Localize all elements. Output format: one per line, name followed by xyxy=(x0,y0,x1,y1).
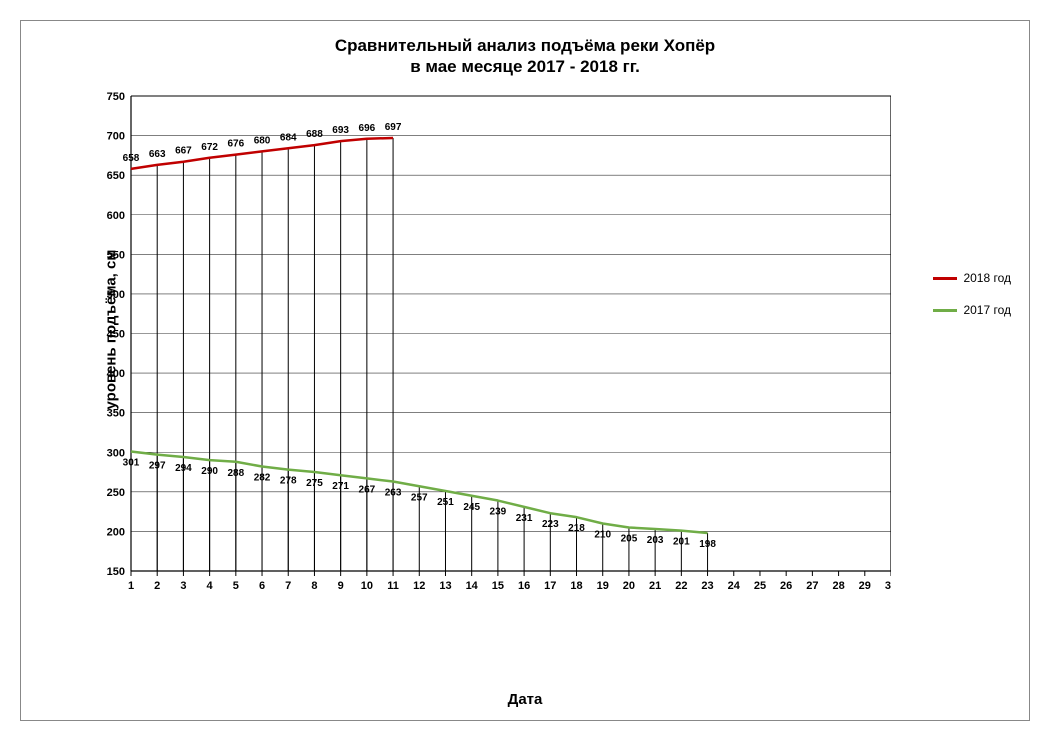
svg-text:672: 672 xyxy=(201,142,218,153)
svg-text:297: 297 xyxy=(149,461,166,472)
svg-text:650: 650 xyxy=(107,170,125,182)
svg-text:150: 150 xyxy=(107,566,125,578)
svg-text:11: 11 xyxy=(387,580,399,592)
svg-text:26: 26 xyxy=(780,580,792,592)
svg-text:28: 28 xyxy=(832,580,844,592)
svg-text:12: 12 xyxy=(413,580,425,592)
chart-title-line2: в мае месяце 2017 - 2018 гг. xyxy=(21,56,1029,77)
svg-text:218: 218 xyxy=(568,523,585,534)
svg-text:16: 16 xyxy=(518,580,530,592)
svg-text:18: 18 xyxy=(570,580,582,592)
svg-text:203: 203 xyxy=(647,535,664,546)
svg-text:210: 210 xyxy=(594,530,611,541)
svg-text:205: 205 xyxy=(621,533,638,544)
svg-text:17: 17 xyxy=(544,580,556,592)
svg-text:3: 3 xyxy=(180,580,186,592)
legend-item: 2018 год xyxy=(933,271,1011,285)
page: Сравнительный анализ подъёма реки Хопёр … xyxy=(0,0,1050,741)
svg-text:267: 267 xyxy=(359,484,376,495)
svg-text:275: 275 xyxy=(306,478,323,489)
legend-swatch xyxy=(933,309,957,312)
svg-text:239: 239 xyxy=(490,507,507,518)
svg-text:2: 2 xyxy=(154,580,160,592)
svg-text:600: 600 xyxy=(107,210,125,222)
svg-text:245: 245 xyxy=(463,502,480,513)
svg-text:693: 693 xyxy=(332,125,349,136)
legend-label: 2017 год xyxy=(963,303,1011,317)
svg-text:8: 8 xyxy=(311,580,317,592)
svg-text:6: 6 xyxy=(259,580,265,592)
svg-text:4: 4 xyxy=(207,580,214,592)
svg-text:23: 23 xyxy=(701,580,713,592)
svg-text:667: 667 xyxy=(175,146,192,157)
svg-text:290: 290 xyxy=(201,466,218,477)
svg-text:201: 201 xyxy=(673,537,690,548)
svg-text:301: 301 xyxy=(123,457,140,468)
legend-item: 2017 год xyxy=(933,303,1011,317)
svg-text:27: 27 xyxy=(806,580,818,592)
svg-text:750: 750 xyxy=(107,91,125,103)
svg-text:294: 294 xyxy=(175,463,192,474)
svg-text:25: 25 xyxy=(754,580,766,592)
svg-text:14: 14 xyxy=(466,580,479,592)
svg-text:288: 288 xyxy=(227,468,244,479)
chart-title: Сравнительный анализ подъёма реки Хопёр … xyxy=(21,35,1029,78)
svg-text:5: 5 xyxy=(233,580,239,592)
svg-text:22: 22 xyxy=(675,580,687,592)
svg-text:263: 263 xyxy=(385,488,402,499)
svg-text:257: 257 xyxy=(411,492,428,503)
svg-text:251: 251 xyxy=(437,497,454,508)
svg-text:20: 20 xyxy=(623,580,635,592)
svg-text:29: 29 xyxy=(859,580,871,592)
legend-label: 2018 год xyxy=(963,271,1011,285)
svg-text:282: 282 xyxy=(254,473,271,484)
svg-text:24: 24 xyxy=(728,580,741,592)
svg-text:1: 1 xyxy=(128,580,134,592)
svg-text:10: 10 xyxy=(361,580,373,592)
svg-text:278: 278 xyxy=(280,476,297,487)
svg-text:13: 13 xyxy=(439,580,451,592)
legend-swatch xyxy=(933,277,957,280)
svg-text:21: 21 xyxy=(649,580,661,592)
svg-text:223: 223 xyxy=(542,519,559,530)
svg-text:231: 231 xyxy=(516,513,533,524)
svg-text:697: 697 xyxy=(385,122,402,133)
svg-text:7: 7 xyxy=(285,580,291,592)
svg-text:200: 200 xyxy=(107,526,125,538)
svg-text:663: 663 xyxy=(149,149,166,160)
plot-area: 1502002503003504004505005506006507007501… xyxy=(131,96,891,611)
svg-text:271: 271 xyxy=(332,481,349,492)
chart-title-line1: Сравнительный анализ подъёма реки Хопёр xyxy=(21,35,1029,56)
legend: 2018 год 2017 год xyxy=(933,271,1011,335)
svg-text:9: 9 xyxy=(338,580,344,592)
svg-text:676: 676 xyxy=(227,139,244,150)
y-axis-label: уровень подъёма, см xyxy=(102,250,119,410)
svg-text:658: 658 xyxy=(123,153,140,164)
svg-text:250: 250 xyxy=(107,487,125,499)
svg-text:198: 198 xyxy=(699,539,716,550)
chart-panel: Сравнительный анализ подъёма реки Хопёр … xyxy=(20,20,1030,721)
x-axis-label: Дата xyxy=(21,691,1029,708)
svg-text:19: 19 xyxy=(597,580,609,592)
svg-text:30: 30 xyxy=(885,580,891,592)
svg-text:684: 684 xyxy=(280,132,297,143)
svg-text:15: 15 xyxy=(492,580,504,592)
svg-text:700: 700 xyxy=(107,131,125,143)
svg-text:680: 680 xyxy=(254,135,271,146)
svg-text:688: 688 xyxy=(306,129,323,140)
svg-text:696: 696 xyxy=(359,123,376,134)
